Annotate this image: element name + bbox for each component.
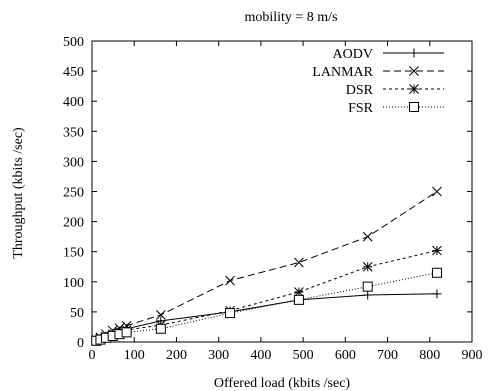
plot-axes [91, 40, 473, 343]
x-tick-label: 0 [89, 348, 96, 363]
data-point [409, 102, 419, 112]
y-tick-label: 350 [63, 125, 84, 140]
data-point [155, 310, 166, 320]
y-tick-label: 200 [63, 216, 84, 231]
series-aodv [91, 289, 442, 345]
legend-label: DSR [346, 83, 374, 98]
x-tick-label: 400 [250, 348, 271, 363]
y-tick-label: 150 [63, 246, 84, 261]
data-point [225, 308, 236, 319]
legend-entry-lanmar: LANMAR [312, 65, 444, 80]
x-axis-label: Offered load (kbits /sec) [214, 376, 351, 391]
data-point [432, 245, 442, 256]
data-point [363, 290, 373, 300]
data-point [432, 289, 442, 299]
series-line [95, 191, 438, 341]
data-point [431, 267, 442, 278]
chart-title: mobility = 8 m/s [244, 10, 337, 25]
data-point [225, 275, 235, 286]
y-tick-label: 0 [77, 336, 84, 351]
data-point [362, 261, 373, 272]
y-tick-label: 400 [63, 95, 84, 110]
data-point [362, 231, 373, 242]
data-point [409, 84, 419, 94]
data-point [409, 48, 419, 58]
x-tick-label: 300 [208, 348, 229, 363]
x-tick-label: 500 [293, 348, 314, 363]
data-point [155, 323, 166, 334]
plot-frame [91, 40, 473, 343]
y-tick-label: 250 [63, 186, 84, 201]
x-tick-label: 900 [462, 348, 483, 363]
x-tick-label: 200 [166, 348, 187, 363]
y-tick-label: 450 [63, 65, 84, 80]
x-tick-label: 600 [335, 348, 356, 363]
data-point [432, 186, 442, 197]
legend-label: AODV [333, 47, 373, 62]
axis-ticks: 0 100 200 300 400 500 600 700 800 900 0 50 100 150 200… [63, 35, 483, 363]
y-axis-label: Throughput (kbits /sec) [11, 127, 26, 259]
legend: AODV LANMAR DSR FSR [312, 47, 444, 116]
series-layer [91, 186, 442, 346]
series-line [96, 250, 438, 341]
x-tick-label: 100 [124, 348, 145, 363]
series-fsr [91, 267, 442, 346]
data-point [294, 287, 304, 297]
y-tick-label: 100 [63, 276, 84, 291]
y-tick-label: 50 [70, 306, 84, 321]
data-point [294, 257, 304, 268]
legend-entry-aodv: AODV [333, 47, 444, 62]
y-tick-label: 500 [63, 35, 84, 50]
data-point [362, 281, 373, 292]
y-tick-label: 300 [63, 155, 84, 170]
data-point [409, 66, 419, 76]
series-dsr [91, 245, 442, 346]
data-point [121, 327, 132, 338]
data-point [293, 294, 304, 305]
legend-label: FSR [348, 101, 374, 116]
x-tick-label: 700 [377, 348, 398, 363]
legend-label: LANMAR [312, 65, 373, 80]
series-line [96, 272, 438, 342]
x-tick-label: 800 [419, 348, 440, 363]
legend-entry-dsr: DSR [346, 83, 444, 98]
legend-entry-fsr: FSR [348, 101, 444, 116]
series-lanmar [91, 186, 442, 345]
